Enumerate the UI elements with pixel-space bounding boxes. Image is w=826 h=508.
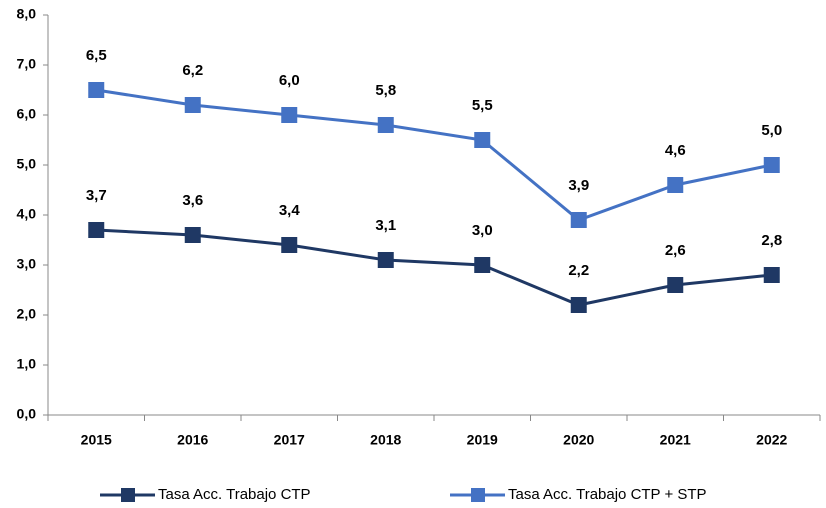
data-label: 4,6 (665, 142, 686, 159)
x-tick-label: 2018 (370, 432, 401, 448)
data-label: 3,7 (86, 187, 107, 204)
x-tick-label: 2016 (177, 432, 208, 448)
data-label: 6,5 (86, 47, 107, 64)
marker (88, 82, 105, 98)
marker (763, 267, 780, 283)
y-tick-label: 5,0 (17, 156, 37, 172)
x-tick-label: 2020 (563, 432, 594, 448)
marker (570, 212, 587, 228)
y-tick-label: 0,0 (17, 406, 37, 422)
legend-marker (121, 488, 135, 502)
y-tick-label: 1,0 (17, 356, 37, 372)
data-label: 2,2 (568, 262, 589, 279)
data-label: 5,8 (375, 82, 396, 99)
marker (281, 107, 298, 123)
legend-marker (471, 488, 485, 502)
y-tick-label: 2,0 (17, 306, 37, 322)
x-tick-label: 2022 (756, 432, 787, 448)
data-label: 5,0 (761, 122, 782, 139)
legend-label: Tasa Acc. Trabajo CTP (158, 486, 311, 503)
y-tick-label: 4,0 (17, 206, 37, 222)
marker (667, 177, 684, 193)
marker (184, 97, 201, 113)
data-label: 3,1 (375, 217, 396, 234)
marker (474, 132, 491, 148)
x-tick-label: 2019 (467, 432, 498, 448)
marker (377, 117, 394, 133)
marker (184, 227, 201, 243)
x-tick-label: 2021 (660, 432, 691, 448)
y-tick-label: 3,0 (17, 256, 37, 272)
data-label: 3,0 (472, 222, 493, 239)
data-label: 3,9 (568, 177, 589, 194)
x-tick-label: 2017 (274, 432, 305, 448)
data-label: 2,8 (761, 232, 782, 249)
data-label: 2,6 (665, 242, 686, 259)
series-line (96, 228, 772, 307)
y-tick-label: 8,0 (17, 6, 37, 22)
marker (667, 277, 684, 293)
y-tick-label: 7,0 (17, 56, 37, 72)
legend-label: Tasa Acc. Trabajo CTP + STP (508, 486, 707, 503)
data-label: 3,6 (182, 192, 203, 209)
marker (474, 257, 491, 273)
marker (570, 297, 587, 313)
data-label: 6,2 (182, 62, 203, 79)
marker (281, 237, 298, 253)
series-line (96, 88, 773, 222)
marker (88, 222, 105, 238)
data-label: 5,5 (472, 97, 493, 114)
data-label: 3,4 (279, 202, 301, 219)
y-tick-label: 6,0 (17, 106, 37, 122)
x-tick-label: 2015 (81, 432, 112, 448)
data-label: 6,0 (279, 72, 300, 89)
marker (377, 252, 394, 268)
marker (763, 157, 780, 173)
